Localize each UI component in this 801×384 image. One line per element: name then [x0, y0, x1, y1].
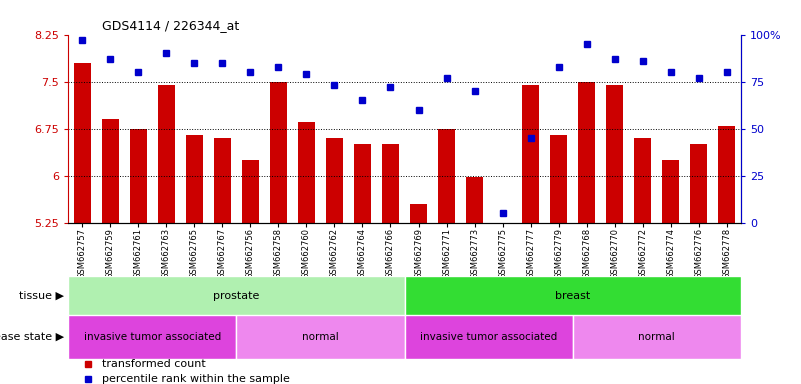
Bar — [74, 63, 91, 223]
Bar — [522, 85, 539, 223]
Text: invasive tumor associated: invasive tumor associated — [83, 332, 221, 342]
Bar — [405, 276, 741, 315]
Text: transformed count: transformed count — [102, 359, 206, 369]
Bar — [606, 85, 623, 223]
Bar — [270, 82, 287, 223]
Text: percentile rank within the sample: percentile rank within the sample — [102, 374, 290, 384]
Bar — [438, 129, 455, 223]
Bar — [410, 204, 427, 223]
Bar — [718, 126, 735, 223]
Bar — [130, 129, 147, 223]
Bar — [382, 144, 399, 223]
Bar — [102, 119, 119, 223]
Bar — [326, 138, 343, 223]
Bar — [68, 315, 236, 359]
Text: normal: normal — [638, 332, 675, 342]
Text: GDS4114 / 226344_at: GDS4114 / 226344_at — [102, 19, 239, 32]
Text: normal: normal — [302, 332, 339, 342]
Bar — [662, 160, 679, 223]
Text: tissue ▶: tissue ▶ — [19, 291, 64, 301]
Bar — [690, 144, 707, 223]
Text: breast: breast — [555, 291, 590, 301]
Bar — [242, 160, 259, 223]
Bar — [578, 82, 595, 223]
Text: invasive tumor associated: invasive tumor associated — [420, 332, 557, 342]
Bar — [158, 85, 175, 223]
Bar — [405, 315, 573, 359]
Bar — [214, 138, 231, 223]
Bar — [298, 122, 315, 223]
Bar — [573, 315, 741, 359]
Bar — [68, 276, 405, 315]
Text: disease state ▶: disease state ▶ — [0, 332, 64, 342]
Bar — [466, 177, 483, 223]
Bar — [550, 135, 567, 223]
Bar — [354, 144, 371, 223]
Bar — [634, 138, 651, 223]
Bar — [186, 135, 203, 223]
Bar — [236, 315, 405, 359]
Text: prostate: prostate — [213, 291, 260, 301]
